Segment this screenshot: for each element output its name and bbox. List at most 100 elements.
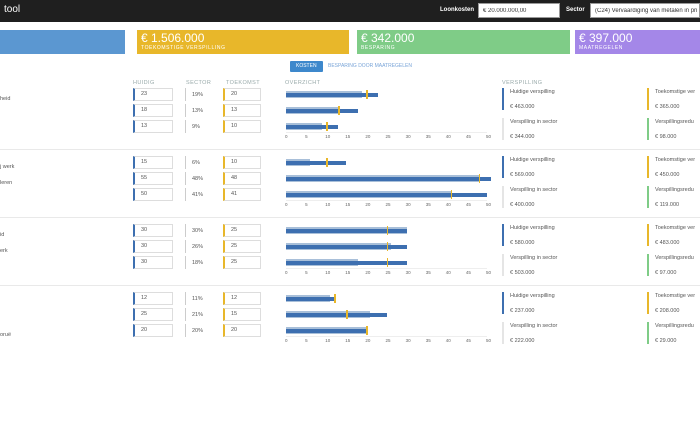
- sector-waste-label: Verspilling in sector: [510, 323, 558, 329]
- sector-select[interactable]: [590, 3, 700, 18]
- toekomst-input[interactable]: 41: [223, 188, 261, 201]
- reduction-waste-label: Verspillingsredu: [655, 187, 694, 193]
- sector-percentage: 18%: [192, 260, 204, 266]
- huidig-input[interactable]: 30: [133, 256, 173, 269]
- toekomst-input[interactable]: 12: [223, 292, 261, 305]
- row-label: leren: [0, 180, 13, 186]
- axis-tick: 10: [325, 270, 331, 275]
- toekomst-input[interactable]: 10: [223, 120, 261, 133]
- sector-waste-label: Verspilling in sector: [510, 187, 558, 193]
- axis-tick: 30: [405, 270, 411, 275]
- current-bar: [286, 176, 492, 181]
- col-sector: SECTOR: [186, 80, 212, 86]
- reduction-waste-value: € 119.000: [655, 202, 680, 208]
- axis-tick: 15: [345, 270, 351, 275]
- toekomst-input[interactable]: 25: [223, 224, 261, 237]
- huidig-input[interactable]: 25: [133, 308, 173, 321]
- axis-tick: 0: [285, 270, 288, 275]
- sector-percentage: 19%: [192, 92, 204, 98]
- future-waste-bar: [647, 224, 649, 246]
- future-waste-label: Toekomstige ver: [655, 293, 696, 299]
- sector-waste-value: € 503.000: [510, 270, 535, 276]
- axis-tick: 30: [405, 338, 411, 343]
- axis-tick: 5: [305, 202, 308, 207]
- axis-tick: 0: [285, 202, 288, 207]
- axis-tick: 50: [486, 270, 492, 275]
- axis-tick: 10: [325, 134, 331, 139]
- sector-percentage: 48%: [192, 176, 204, 182]
- huidig-input[interactable]: 18: [133, 104, 173, 117]
- future-waste-value: € 483.000: [655, 240, 680, 246]
- axis-tick: 40: [445, 134, 451, 139]
- reduction-waste-label: Verspillingsredu: [655, 323, 694, 329]
- tab-kosten[interactable]: KOSTEN: [290, 61, 323, 72]
- future-waste-bar: [647, 292, 649, 314]
- loonkosten-label: Loonkosten: [440, 7, 474, 13]
- current-waste-bar: [502, 224, 504, 246]
- current-waste-value: € 463.000: [510, 104, 535, 110]
- sector-divider: [185, 308, 186, 321]
- huidig-input[interactable]: 30: [133, 224, 173, 237]
- future-waste-label: Toekomstige ver: [655, 157, 696, 163]
- sector-waste-value: € 222.000: [510, 338, 535, 344]
- summary-card: € 397.000 MAATREGELEN: [575, 30, 700, 54]
- current-bar: [286, 108, 359, 113]
- loonkosten-input[interactable]: [478, 3, 560, 18]
- axis-tick: 5: [305, 338, 308, 343]
- row-label: erk: [0, 248, 8, 254]
- axis-tick: 5: [305, 134, 308, 139]
- axis-tick: 35: [425, 270, 431, 275]
- toekomst-input[interactable]: 10: [223, 156, 261, 169]
- axis-tick: 25: [385, 270, 391, 275]
- toekomst-input[interactable]: 25: [223, 240, 261, 253]
- huidig-input[interactable]: 23: [133, 88, 173, 101]
- huidig-input[interactable]: 12: [133, 292, 173, 305]
- huidig-input[interactable]: 15: [133, 156, 173, 169]
- future-waste-bar: [647, 156, 649, 178]
- axis-line: [286, 132, 487, 133]
- summary-card: € 1.506.000 TOEKOMSTIGE VERSPILLING: [137, 30, 349, 54]
- huidig-input[interactable]: 20: [133, 324, 173, 337]
- axis-tick: 20: [365, 202, 371, 207]
- huidig-input[interactable]: 13: [133, 120, 173, 133]
- toekomst-input[interactable]: 15: [223, 308, 261, 321]
- card-value: € 1.506.000: [141, 31, 205, 45]
- axis-tick: 45: [465, 202, 471, 207]
- axis-tick: 50: [486, 202, 492, 207]
- col-verspilling: VERSPILLING: [502, 80, 543, 86]
- future-marker: [478, 174, 481, 183]
- current-waste-label: Huidige verspilling: [510, 89, 555, 95]
- future-marker: [334, 294, 336, 303]
- sector-waste-bar: [502, 118, 504, 140]
- current-bar: [286, 160, 347, 165]
- reduction-waste-bar: [647, 186, 649, 208]
- axis-tick: 10: [325, 338, 331, 343]
- current-waste-bar: [502, 88, 504, 110]
- card-label: MAATREGELEN: [579, 45, 624, 51]
- sector-percentage: 11%: [192, 296, 203, 302]
- axis-tick: 30: [405, 202, 411, 207]
- current-waste-label: Huidige verspilling: [510, 225, 555, 231]
- huidig-input[interactable]: 30: [133, 240, 173, 253]
- huidig-input[interactable]: 50: [133, 188, 173, 201]
- axis-tick: 5: [305, 270, 308, 275]
- reduction-waste-label: Verspillingsredu: [655, 119, 694, 125]
- sector-percentage: 6%: [192, 160, 200, 166]
- summary-card: € 342.000 BESPARING: [357, 30, 570, 54]
- sector-waste-value: € 400.000: [510, 202, 535, 208]
- tab-besparing[interactable]: BESPARING DOOR MAATREGELEN: [328, 63, 412, 69]
- future-marker: [450, 190, 453, 199]
- toekomst-input[interactable]: 20: [223, 88, 261, 101]
- toekomst-input[interactable]: 13: [223, 104, 261, 117]
- toekomst-input[interactable]: 25: [223, 256, 261, 269]
- sector-divider: [185, 156, 186, 169]
- sector-waste-value: € 344.000: [510, 134, 535, 140]
- col-toekomst: TOEKOMST: [226, 80, 260, 86]
- sector-divider: [185, 224, 186, 237]
- sector-divider: [185, 188, 186, 201]
- current-bar: [286, 244, 407, 249]
- axis-tick: 50: [486, 134, 492, 139]
- huidig-input[interactable]: 55: [133, 172, 173, 185]
- toekomst-input[interactable]: 48: [223, 172, 261, 185]
- toekomst-input[interactable]: 20: [223, 324, 261, 337]
